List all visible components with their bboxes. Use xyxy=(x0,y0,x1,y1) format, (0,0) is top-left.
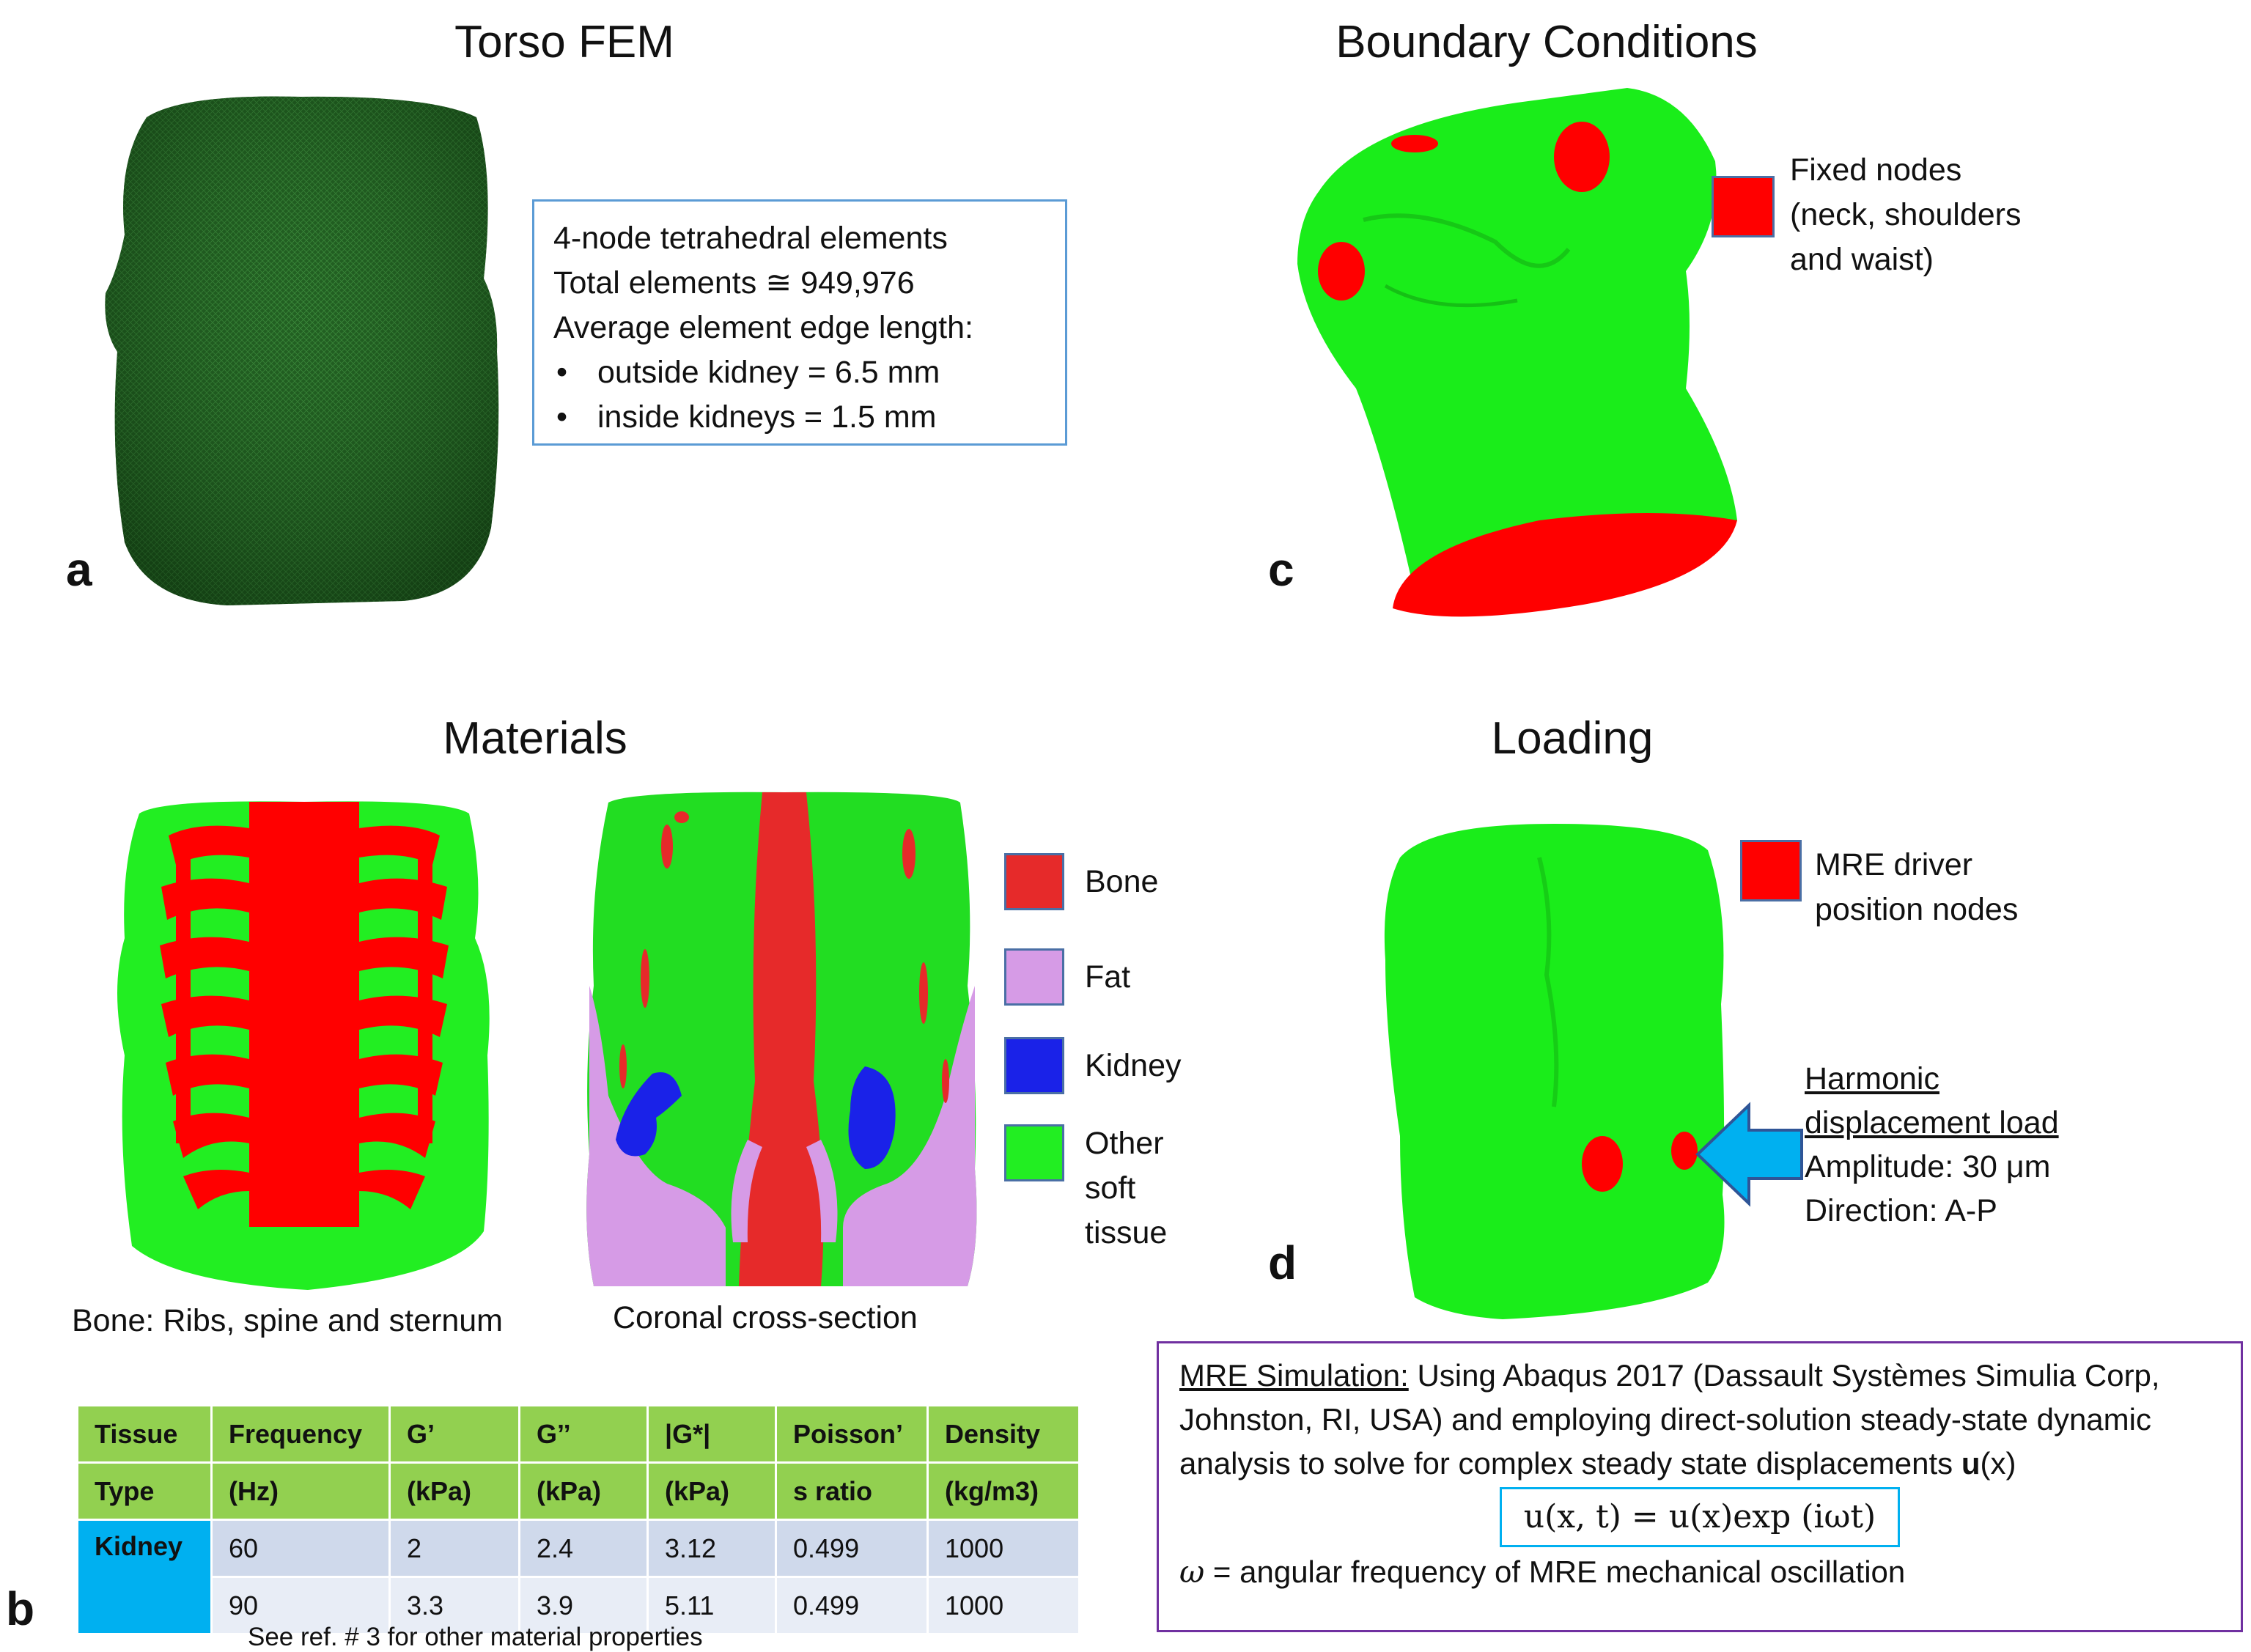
simulation-text-symbol: u xyxy=(1961,1446,1981,1480)
load-description: Harmonic displacement load Amplitude: 30… xyxy=(1805,1057,2083,1233)
panel-d-title: Loading xyxy=(1491,713,1654,764)
harmonic-load-arrow-icon xyxy=(1695,1102,1803,1207)
legend-label-kidney: Kidney xyxy=(1085,1047,1182,1083)
load-title: Harmonic displacement load xyxy=(1805,1061,2059,1140)
material-properties-table: Tissue Frequency G’ G’’ |G*| Poisson’ De… xyxy=(76,1404,1080,1635)
omega-symbol: ω xyxy=(1179,1554,1205,1590)
boundary-conditions-torso-image xyxy=(1297,88,1737,617)
simulation-description: MRE Simulation: Using Abaqus 2017 (Dassa… xyxy=(1179,1354,2220,1486)
panel-a-title: Torso FEM xyxy=(454,17,674,67)
simulation-heading: MRE Simulation: xyxy=(1179,1358,1409,1393)
table-cell: 2.4 xyxy=(518,1519,649,1578)
legend-swatch-soft-tissue xyxy=(1004,1124,1064,1181)
table-header-cell: Poisson’ xyxy=(775,1404,929,1464)
panel-c-title: Boundary Conditions xyxy=(1336,17,1758,67)
table-cell: 1000 xyxy=(926,1519,1080,1578)
table-header-cell: G’’ xyxy=(518,1404,649,1464)
table-cell: 1000 xyxy=(926,1576,1080,1635)
table-header-cell: Type xyxy=(76,1461,213,1521)
mesh-info-line-3: Average element edge length: xyxy=(553,310,973,345)
table-cell: 3.3 xyxy=(388,1576,520,1635)
load-amplitude: Amplitude: 30 μm xyxy=(1805,1149,2051,1184)
mesh-info-bullet-1: • outside kidney = 6.5 mm xyxy=(556,355,940,390)
bone-image-caption: Bone: Ribs, spine and sternum xyxy=(72,1303,503,1338)
legend-swatch-bone xyxy=(1004,853,1064,910)
legend-item-soft-tissue: Other soft tissue xyxy=(1004,1124,1187,1255)
coronal-cross-section-image xyxy=(586,792,977,1286)
table-header-cell: G’ xyxy=(388,1404,520,1464)
legend-label-bone: Bone xyxy=(1085,863,1159,899)
mre-driver-legend-swatch xyxy=(1740,840,1802,901)
table-header-cell: (Hz) xyxy=(210,1461,391,1521)
table-cell: 90 xyxy=(210,1576,391,1635)
mesh-info-box: 4-node tetrahedral elements Total elemen… xyxy=(532,199,1067,446)
mesh-info-line-1: 4-node tetrahedral elements xyxy=(553,221,948,256)
panel-a-letter: a xyxy=(66,543,92,596)
mesh-info-line-2: Total elements ≅ 949,976 xyxy=(553,265,915,300)
table-cell: 3.9 xyxy=(518,1576,649,1635)
omega-text: = angular frequency of MRE mechanical os… xyxy=(1212,1555,1906,1589)
mre-simulation-box: MRE Simulation: Using Abaqus 2017 (Dassa… xyxy=(1157,1341,2243,1632)
table-header-cell: (kPa) xyxy=(518,1461,649,1521)
panel-b-title: Materials xyxy=(443,713,627,764)
legend-item-bone: Bone xyxy=(1004,853,1158,910)
load-direction: Direction: A-P xyxy=(1805,1193,1997,1228)
table-header-cell: Tissue xyxy=(76,1404,213,1464)
table-cell: 2 xyxy=(388,1519,520,1578)
legend-item-fat: Fat xyxy=(1004,948,1130,1006)
fixed-nodes-legend-swatch xyxy=(1712,176,1775,237)
legend-item-kidney: Kidney xyxy=(1004,1037,1181,1094)
table-cell: 0.499 xyxy=(775,1519,929,1578)
table-row: Kidney 60 2 2.4 3.12 0.499 1000 xyxy=(76,1519,1080,1635)
table-header-cell: (kPa) xyxy=(646,1461,777,1521)
table-cell: 60 xyxy=(210,1519,391,1578)
cross-section-caption: Coronal cross-section xyxy=(613,1300,918,1335)
table-header-cell: |G*| xyxy=(646,1404,777,1464)
loading-torso-image xyxy=(1384,824,1725,1319)
displacement-equation: u(x, t) = u(x)exp (iωt) xyxy=(1499,1487,1901,1547)
panel-c-letter: c xyxy=(1268,543,1294,596)
table-header-cell: s ratio xyxy=(775,1461,929,1521)
table-header-cell: Density xyxy=(926,1404,1080,1464)
legend-swatch-fat xyxy=(1004,948,1064,1006)
mre-driver-legend-label: MRE driver position nodes xyxy=(1815,847,2019,927)
omega-definition: ω = angular frequency of MRE mechanical … xyxy=(1179,1550,2220,1594)
bone-skeleton-torso-image xyxy=(117,801,490,1290)
simulation-text: Using Abaqus 2017 (Dassault Systèmes Sim… xyxy=(1179,1358,2160,1480)
table-header-cell: Frequency xyxy=(210,1404,391,1464)
table-cell: 3.12 xyxy=(646,1519,777,1578)
torso-mesh-image xyxy=(105,96,499,606)
table-note: See ref. # 3 for other material properti… xyxy=(248,1623,703,1651)
fixed-nodes-legend-label: Fixed nodes (neck, shoulders and waist) xyxy=(1790,152,2022,277)
panel-b-letter: b xyxy=(6,1582,35,1635)
legend-label-fat: Fat xyxy=(1085,959,1131,995)
legend-label-soft-tissue: Other soft tissue xyxy=(1085,1126,1168,1250)
table-header-row-2: Type (Hz) (kPa) (kPa) (kPa) s ratio (kg/… xyxy=(76,1461,1080,1521)
legend-swatch-kidney xyxy=(1004,1037,1064,1094)
table-header-cell: (kPa) xyxy=(388,1461,520,1521)
table-header-row-1: Tissue Frequency G’ G’’ |G*| Poisson’ De… xyxy=(76,1404,1080,1464)
table-tissue-cell: Kidney xyxy=(76,1519,213,1635)
mesh-info-bullet-2: • inside kidneys = 1.5 mm xyxy=(556,399,937,435)
table-row: 90 3.3 3.9 5.11 0.499 1000 xyxy=(78,1576,1080,1635)
panel-d-letter: d xyxy=(1268,1236,1297,1289)
simulation-text-tail: (x) xyxy=(1980,1446,2016,1480)
table-cell: 0.499 xyxy=(775,1576,929,1635)
table-cell: 5.11 xyxy=(646,1576,777,1635)
table-header-cell: (kg/m3) xyxy=(926,1461,1080,1521)
